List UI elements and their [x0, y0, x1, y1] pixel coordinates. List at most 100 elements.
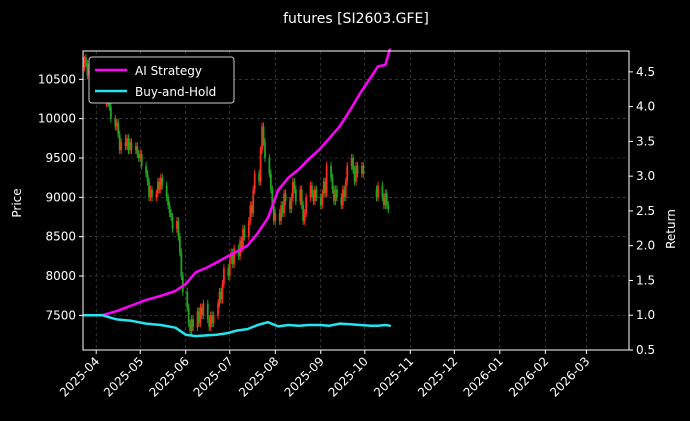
candle-body — [120, 142, 123, 151]
candle-body — [262, 126, 265, 143]
candle-body — [353, 169, 356, 182]
candle-body — [252, 189, 255, 214]
candle-body — [334, 189, 337, 202]
chart-title: futures [SI2603.GFE] — [283, 11, 429, 27]
candle-body — [86, 63, 89, 76]
candle-body — [330, 165, 332, 178]
candle-body — [290, 197, 293, 210]
left-axis-title: Price — [10, 188, 24, 217]
candle-body — [118, 134, 121, 151]
candle-body — [124, 142, 127, 147]
candle-body — [178, 236, 181, 253]
candle-body — [289, 201, 291, 210]
candle-body — [253, 173, 256, 190]
candle-body — [130, 142, 133, 151]
right-tick-label: 3.5 — [636, 134, 655, 148]
candle-body — [264, 142, 266, 159]
candle-body — [319, 197, 322, 206]
candle-body — [202, 303, 205, 316]
candle-body — [208, 319, 211, 328]
candle-body — [384, 193, 387, 206]
candle-body — [274, 213, 277, 221]
legend: AI Strategy Buy-and-Hold — [88, 56, 235, 104]
candle-body — [271, 189, 274, 206]
candle-body — [294, 189, 297, 202]
candle-body — [218, 291, 221, 304]
candle-body — [237, 248, 240, 257]
candle-body — [117, 122, 120, 135]
candle-body — [206, 303, 209, 320]
candle-body — [305, 197, 307, 214]
candle-body — [139, 154, 142, 159]
candle-body — [134, 146, 137, 151]
candle-body — [346, 165, 349, 182]
right-tick-label: 1.5 — [636, 273, 655, 287]
legend-label-ai-strategy: AI Strategy — [135, 64, 202, 78]
candle-body — [151, 189, 153, 198]
candle-body — [375, 189, 378, 198]
candle-body — [192, 319, 194, 328]
candle-body — [228, 260, 231, 277]
candle-body — [242, 228, 244, 249]
candle-body — [284, 193, 287, 202]
candle-body — [85, 57, 87, 64]
left-tick-label: 8500 — [45, 230, 76, 244]
candle-body — [158, 181, 161, 190]
candle-body — [196, 311, 199, 328]
candle-body — [302, 205, 305, 221]
candle-body — [309, 185, 312, 198]
candle-body — [161, 177, 164, 186]
candle-body — [243, 228, 246, 237]
candle-body — [362, 165, 365, 174]
candle-body — [233, 248, 236, 265]
candle-body — [333, 189, 335, 202]
candle-body — [331, 177, 334, 190]
candle-body — [165, 185, 168, 198]
candle-body — [278, 213, 281, 221]
candle-body — [127, 138, 130, 151]
candle-body — [200, 307, 203, 316]
candle-body — [261, 126, 263, 151]
candle-body — [249, 205, 252, 221]
candle-body — [280, 205, 283, 221]
candle-body — [181, 276, 184, 292]
left-tick-label: 10500 — [38, 72, 76, 86]
candle-body — [281, 205, 284, 214]
candle-body — [198, 311, 200, 324]
candle-body — [114, 118, 117, 127]
right-tick-label: 1.0 — [636, 308, 655, 322]
candle-body — [159, 177, 162, 190]
candle-body — [109, 106, 112, 119]
candle-body — [240, 240, 243, 249]
candle-body — [341, 189, 344, 206]
candle-body — [344, 181, 347, 198]
candle-body — [387, 205, 390, 210]
candle-body — [381, 185, 384, 198]
candle-body — [176, 220, 178, 229]
candle-body — [259, 150, 262, 182]
candle-body — [321, 193, 324, 206]
candle-body — [145, 165, 148, 174]
candle-body — [247, 220, 250, 237]
left-tick-label: 10000 — [38, 112, 76, 126]
candle-body — [223, 268, 225, 284]
candle-body — [300, 189, 303, 206]
candle-body — [108, 102, 111, 107]
left-tick-label: 8000 — [45, 269, 76, 283]
candle-body — [140, 154, 143, 166]
candle-body — [385, 193, 388, 206]
candle-body — [258, 173, 261, 182]
candle-body — [168, 205, 171, 214]
candle-body — [324, 181, 327, 194]
candle-body — [312, 193, 315, 202]
return-series — [83, 48, 392, 338]
right-tick-label: 3.0 — [636, 169, 655, 183]
candle-body — [129, 142, 131, 151]
candle-body — [177, 220, 180, 237]
candle-body — [352, 158, 354, 170]
left-tick-label: 9500 — [45, 151, 76, 165]
candle-body — [146, 173, 149, 182]
left-tick-label: 9000 — [45, 190, 76, 204]
candle-body — [211, 315, 214, 324]
